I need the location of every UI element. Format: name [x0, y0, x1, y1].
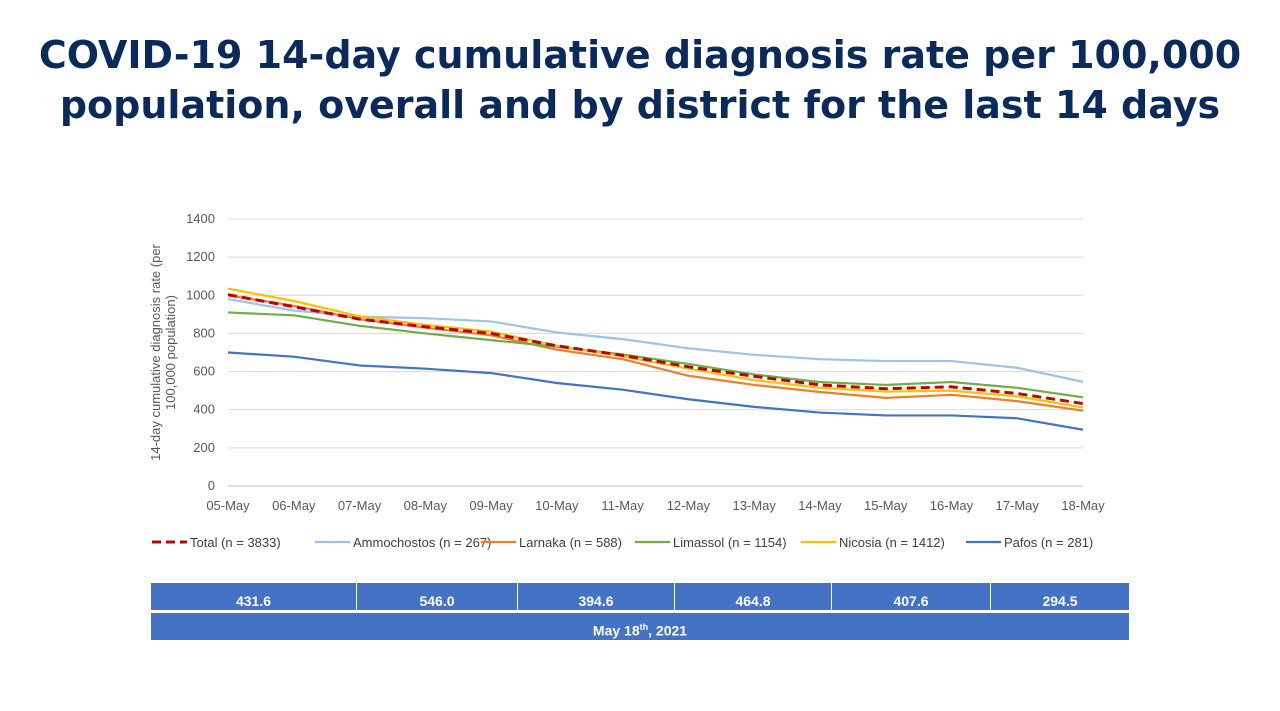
summary-value-total: 431.6 [151, 583, 357, 610]
legend-label-1: Ammochostos (n = 267) [353, 535, 491, 550]
y-tick-400: 400 [193, 402, 215, 417]
legend-label-3: Limassol (n = 1154) [673, 535, 787, 550]
summary-table: 431.6 546.0 394.6 464.8 407.6 294.5 May … [151, 583, 1129, 640]
slide-title-line-2: population, overall and by district for … [59, 83, 1221, 127]
x-tick-11-May: 11-May [601, 498, 644, 513]
x-tick-16-May: 16-May [930, 498, 974, 513]
series-line-4 [227, 287, 1084, 409]
x-tick-12-May: 12-May [667, 498, 711, 513]
y-tick-1000: 1000 [186, 287, 215, 302]
summary-value-pafos: 294.5 [1042, 593, 1078, 609]
summary-value-limassol: 464.8 [675, 583, 832, 610]
x-tick-07-May: 07-May [338, 498, 382, 513]
summary-date-main: May 18 [592, 623, 640, 639]
series-line-3 [227, 311, 1084, 399]
legend: Total (n = 3833) Ammochostos (n = 267) Lar… [152, 535, 1093, 550]
x-axis-ticks: 05-May 06-May 07-May 08-May 09-May 10-May 11-M… [206, 498, 1105, 513]
y-tick-200: 200 [193, 440, 215, 455]
series-line-1 [227, 298, 1084, 383]
summary-date-year: , 2021 [648, 623, 688, 639]
legend-label-2: Larnaka (n = 588) [519, 535, 622, 550]
y-axis-title-line-1: 14-day cumulative diagnosis rate (per [148, 243, 163, 460]
summary-values-row: 431.6 546.0 394.6 464.8 407.6 294.5 [151, 583, 1129, 610]
legend-label-0: Total (n = 3833) [190, 535, 281, 550]
slide-title-line-1: COVID-19 14-day cumulative diagnosis rat… [38, 33, 1242, 77]
line-chart: 0 200 400 600 800 1000 1200 1400 05-May 06-May 07… [148, 211, 1105, 550]
x-tick-10-May: 10-May [535, 498, 579, 513]
y-tick-1400: 1400 [186, 211, 215, 226]
y-axis-ticks: 0 200 400 600 800 1000 1200 1400 [186, 211, 215, 493]
x-tick-09-May: 09-May [469, 498, 513, 513]
x-tick-06-May: 06-May [272, 498, 316, 513]
x-tick-08-May: 08-May [404, 498, 448, 513]
summary-value-nicosia: 407.6 [832, 583, 991, 610]
x-tick-17-May: 17-May [996, 498, 1040, 513]
summary-value-larnaka: 394.6 [518, 583, 675, 610]
series-line-5 [227, 351, 1084, 431]
x-tick-13-May: 13-May [732, 498, 776, 513]
summary-date-suffix: th [639, 622, 649, 633]
series-lines [227, 287, 1084, 431]
legend-label-4: Nicosia (n = 1412) [839, 535, 945, 550]
legend-label-5: Pafos (n = 281) [1004, 535, 1093, 550]
x-tick-18-May: 18-May [1061, 498, 1105, 513]
y-tick-800: 800 [193, 325, 215, 340]
summary-value-ammochostos: 546.0 [357, 583, 518, 610]
summary-date-row: May 18th, 2021 [151, 613, 1129, 640]
y-axis-title-line-2: 100,000 population) [163, 295, 178, 410]
y-axis-title: 14-day cumulative diagnosis rate (per100… [148, 243, 178, 460]
y-tick-0: 0 [208, 478, 215, 493]
slide-title: COVID-19 14-day cumulative diagnosis rat… [0, 30, 1280, 130]
x-tick-05-May: 05-May [206, 498, 250, 513]
y-tick-600: 600 [193, 364, 215, 379]
x-tick-14-May: 14-May [798, 498, 842, 513]
summary-date: May 18th, 2021 [593, 622, 687, 639]
x-tick-15-May: 15-May [864, 498, 908, 513]
series-line-0 [227, 293, 1084, 406]
y-tick-1200: 1200 [186, 249, 215, 264]
gridlines [228, 218, 1083, 487]
